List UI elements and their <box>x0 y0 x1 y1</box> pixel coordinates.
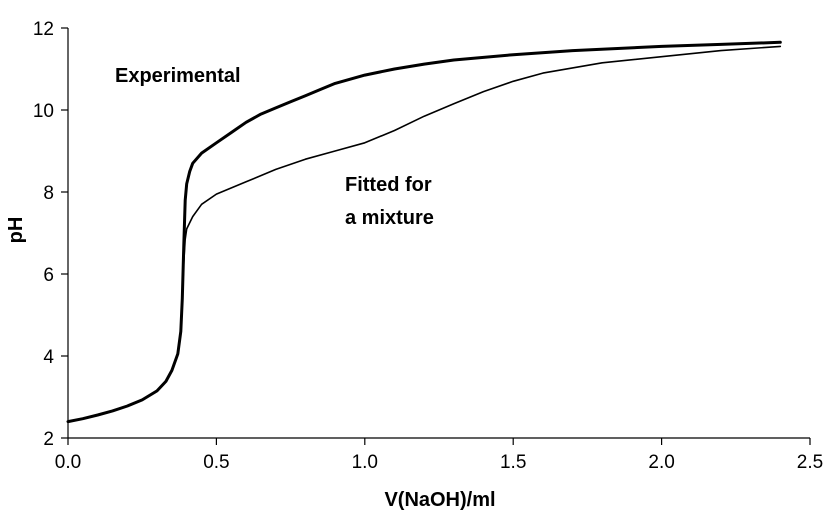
annotation-fitted-line1: Fitted for <box>345 174 432 196</box>
y-tick-label: 2 <box>43 429 54 450</box>
x-tick-label: 2.5 <box>797 452 823 473</box>
y-axis-title: pH <box>5 217 27 244</box>
y-tick-label: 8 <box>43 183 54 204</box>
x-tick-label: 1.5 <box>500 452 526 473</box>
series-fitted-line <box>67 45 782 423</box>
y-tick-label: 10 <box>33 101 54 122</box>
x-tick-label: 0.0 <box>55 452 81 473</box>
x-tick-label: 0.5 <box>203 452 229 473</box>
y-tick-label: 4 <box>43 347 54 368</box>
series-experimental-line <box>66 40 782 424</box>
x-tick-label: 2.0 <box>648 452 674 473</box>
annotation-fitted-line2: a mixture <box>345 207 434 229</box>
annotation-experimental: Experimental <box>115 65 241 87</box>
y-tick-label: 6 <box>43 265 54 286</box>
x-axis-title: V(NaOH)/ml <box>384 489 495 511</box>
y-tick-label: 12 <box>33 19 54 40</box>
x-tick-label: 1.0 <box>352 452 378 473</box>
plot-area: 0.0 0.5 1.0 1.5 2.0 2.5 2 4 6 8 10 12 <box>33 19 823 473</box>
